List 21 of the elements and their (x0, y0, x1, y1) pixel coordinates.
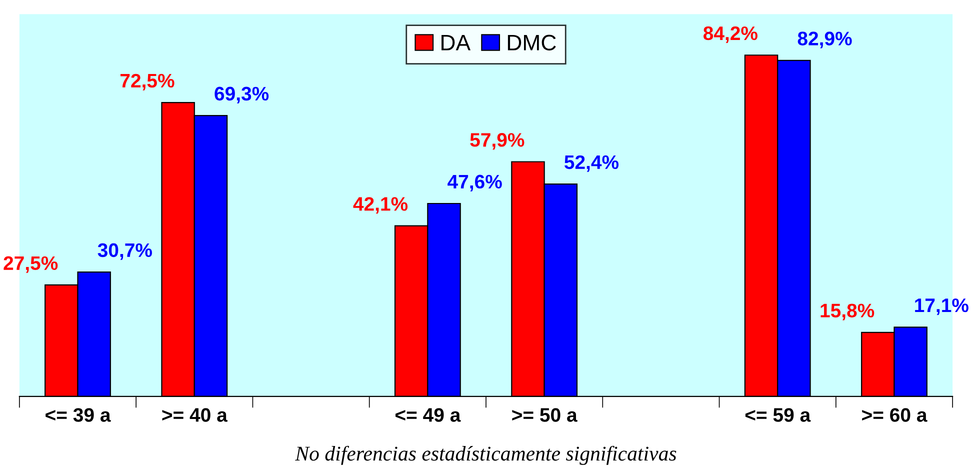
data-label: 69,3% (214, 86, 269, 104)
x-tick-label: <= 39 a (46, 408, 111, 422)
data-label: 30,7% (98, 243, 152, 260)
data-label: 57,9% (470, 133, 524, 150)
data-label: 15,8% (820, 304, 874, 320)
data-label: 82,9% (798, 32, 852, 48)
text: No diferencias estadísticamente significativas (294, 446, 676, 465)
legend-label: DMC (508, 34, 556, 50)
data-label: 27,5% (4, 256, 58, 273)
x-tick-label: <= 49 a (396, 408, 461, 422)
data-label: 52,4% (564, 155, 619, 172)
x-tick-label: >= 60 a (862, 408, 928, 422)
data-label: 47,6% (448, 174, 502, 192)
x-tick-label: >= 40 a (162, 408, 228, 422)
legend-label: DA (442, 34, 471, 50)
data-label: 17,1% (915, 298, 968, 316)
x-tick-label: >= 50 a (512, 408, 578, 422)
x-tick-label: <= 59 a (745, 408, 811, 422)
data-label: 72,5% (120, 74, 174, 90)
data-label: 42,1% (353, 197, 408, 214)
data-label: 84,2% (703, 26, 758, 43)
